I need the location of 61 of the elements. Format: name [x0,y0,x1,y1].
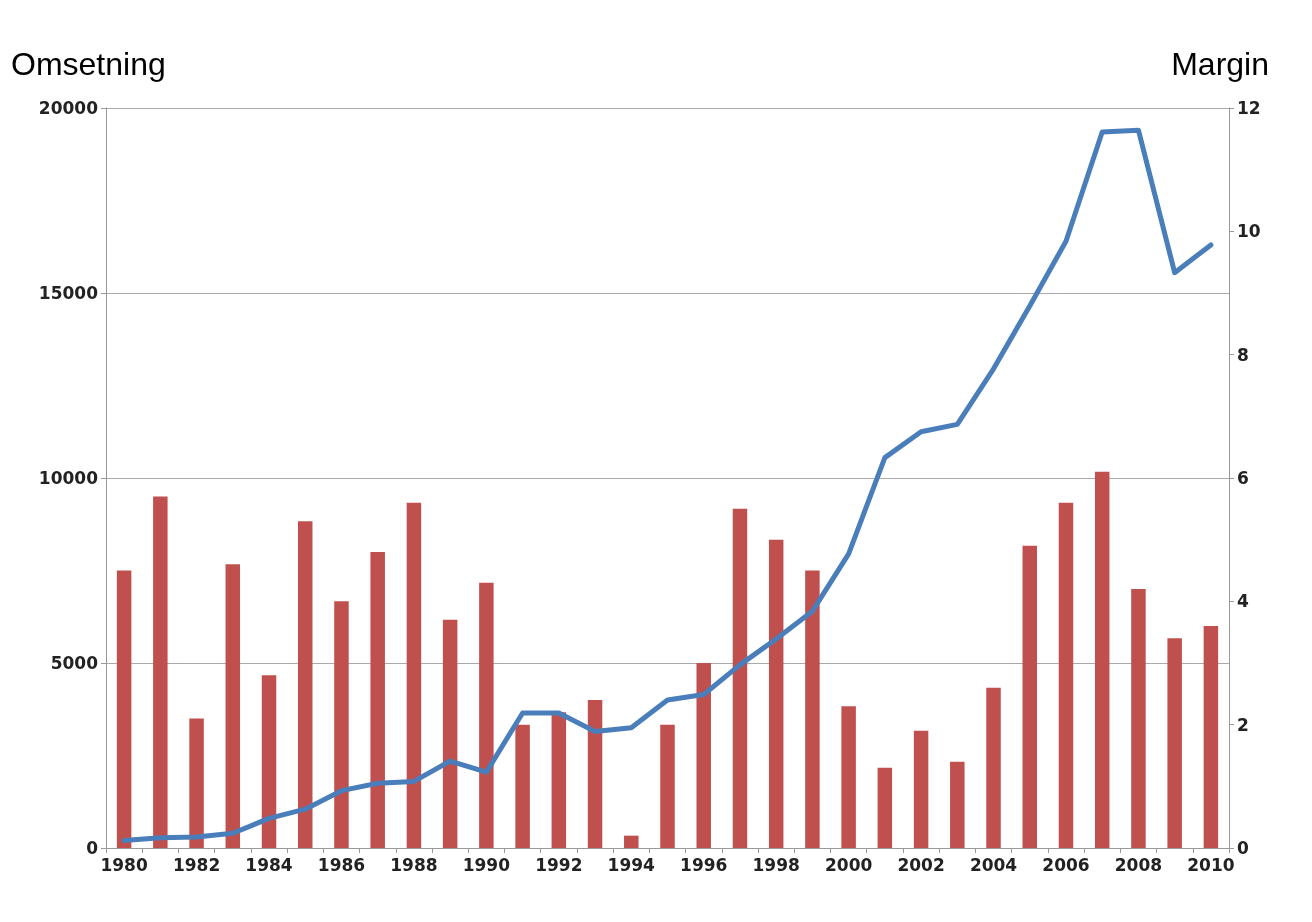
y2-tick-label: 0 [1237,838,1249,858]
bar [225,564,241,848]
bar [515,724,530,848]
bar [406,502,422,848]
bar [116,570,132,848]
bar [732,508,748,848]
y2-tick-label: 8 [1237,344,1249,365]
bar [805,570,820,848]
bar [877,767,893,848]
bar [1203,626,1219,848]
bar [334,601,349,848]
bar [261,675,277,848]
y-tick-label: 0 [86,838,99,858]
y-tick-label: 10000 [38,468,99,488]
y-axis-title: Omsetning [11,46,166,82]
x-tick-label: 1994 [607,854,656,875]
y-tick-label: 20000 [38,98,99,118]
bar [950,761,965,848]
bar [986,687,1001,848]
bar [370,552,385,848]
bar [442,619,458,848]
x-tick-label: 2004 [969,854,1018,875]
bar [1094,471,1110,848]
bar [841,706,856,848]
x-tick-label: 1980 [100,854,148,875]
x-tick-label: 2006 [1042,854,1090,875]
y2-tick-label: 12 [1237,98,1261,118]
y-tick-label: 15000 [38,283,99,303]
x-tick-label: 2008 [1114,854,1163,875]
y2-tick-label: 10 [1237,221,1261,242]
y2-tick-label: 2 [1237,714,1249,735]
x-tick-label: 1998 [752,854,800,875]
bar [768,539,784,848]
x-tick-label: 1992 [535,854,583,875]
bar [1167,638,1182,848]
x-tick-label: 1996 [680,854,728,875]
bar [1022,545,1037,848]
x-tick-label: 2002 [897,854,945,875]
bar [624,835,639,848]
bar [1131,589,1146,848]
x-tick-label: 1990 [462,854,511,875]
x-tick-label: 2010 [1187,854,1235,875]
bar [298,521,313,848]
x-tick-label: 1982 [172,854,221,875]
bar [153,496,168,848]
y2-axis-title: Margin [1171,46,1269,82]
bar [479,582,494,848]
y2-tick-label: 4 [1237,591,1249,612]
x-tick-label: 1984 [245,854,293,875]
bar [551,712,567,848]
x-tick-label: 2000 [824,854,873,875]
bar [189,718,204,848]
x-tick-label: 1986 [317,854,366,875]
bar [587,700,603,848]
bar [913,730,929,848]
x-tick-label: 1988 [390,854,438,875]
y-tick-label: 5000 [50,653,99,673]
bar [1058,502,1074,848]
bar [696,663,711,848]
y2-tick-label: 6 [1237,468,1249,488]
bar [660,724,675,848]
